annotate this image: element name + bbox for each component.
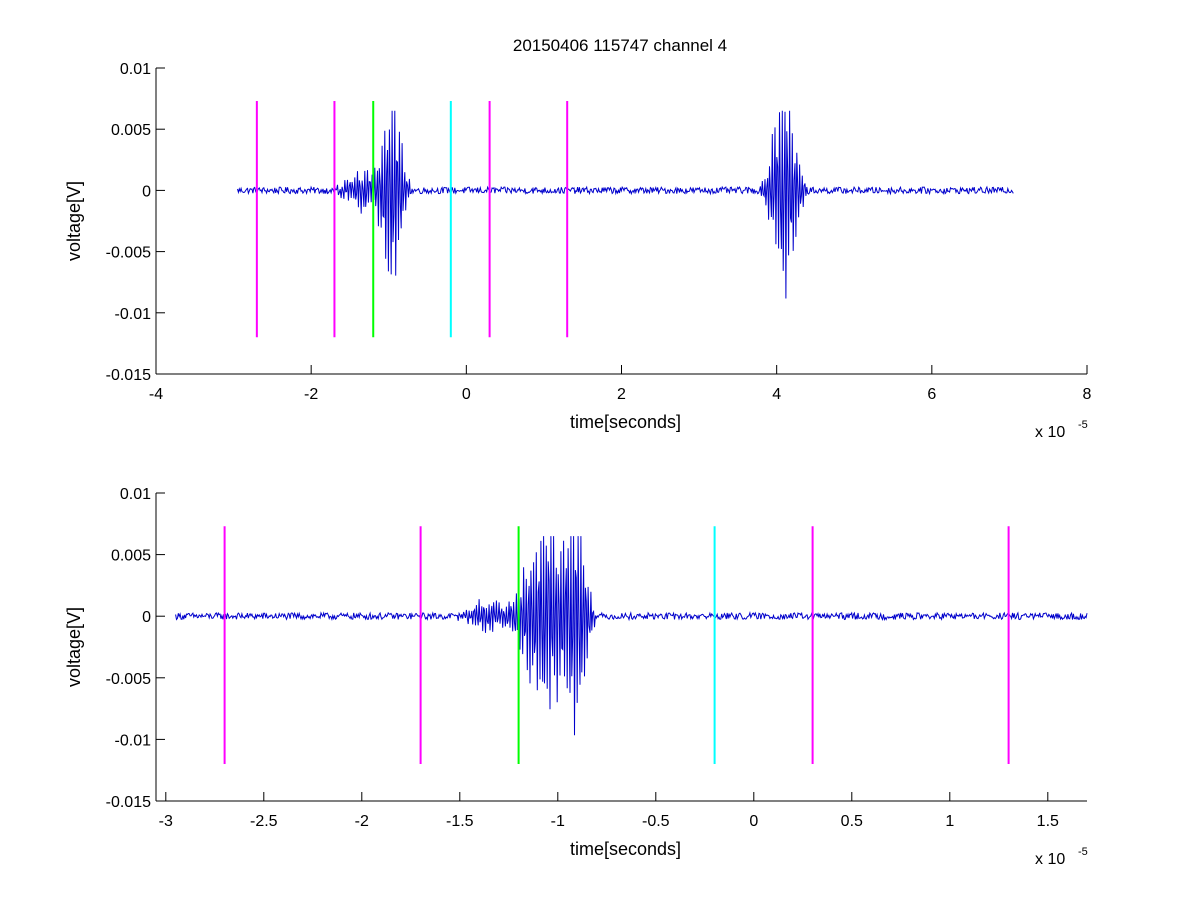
voltage-trace bbox=[237, 110, 1014, 299]
voltage-trace bbox=[175, 536, 1088, 736]
x-tick-label: -3 bbox=[159, 813, 173, 830]
y-tick-label: 0.005 bbox=[111, 548, 151, 565]
x-tick-label: 1.5 bbox=[1037, 813, 1059, 830]
y-tick-label: 0 bbox=[142, 183, 151, 200]
x-tick-label: 0 bbox=[462, 386, 471, 403]
y-tick-label: 0.01 bbox=[120, 486, 151, 503]
x-tick-label: -1.5 bbox=[446, 813, 474, 830]
y-tick-label: -0.005 bbox=[106, 671, 151, 688]
x-exponent-label: x 10 bbox=[1035, 851, 1065, 868]
y-axis-label: voltage[V] bbox=[64, 181, 84, 261]
x-tick-label: 1 bbox=[945, 813, 954, 830]
figure-title: 20150406 115747 channel 4 bbox=[513, 36, 727, 55]
y-tick-label: -0.015 bbox=[106, 794, 151, 811]
y-axis-label: voltage[V] bbox=[64, 607, 84, 687]
x-exponent-superscript: -5 bbox=[1078, 846, 1088, 858]
x-tick-label: -2.5 bbox=[250, 813, 278, 830]
bottom-subplot: -0.015 -0.01 -0.005 0 0.005 0.01 -3 -2.5 -2 -1.5 -… bbox=[64, 486, 1088, 868]
x-exponent-superscript: -5 bbox=[1078, 419, 1088, 431]
x-tick-label: -2 bbox=[304, 386, 318, 403]
y-tick-label: 0 bbox=[142, 609, 151, 626]
x-axis-label: time[seconds] bbox=[570, 412, 681, 432]
x-tick-label: -0.5 bbox=[642, 813, 670, 830]
y-tick-label: 0.01 bbox=[120, 61, 151, 78]
x-tick-label: -4 bbox=[149, 386, 163, 403]
y-tick-label: -0.005 bbox=[106, 245, 151, 262]
y-tick-label: -0.01 bbox=[115, 306, 152, 323]
x-tick-label: 0 bbox=[749, 813, 758, 830]
x-tick-label: 2 bbox=[617, 386, 626, 403]
x-tick-label: -2 bbox=[355, 813, 369, 830]
x-tick-label: -1 bbox=[551, 813, 565, 830]
x-tick-label: 6 bbox=[927, 386, 936, 403]
y-tick-label: -0.015 bbox=[106, 367, 151, 384]
x-axis-label: time[seconds] bbox=[570, 839, 681, 859]
x-tick-label: 4 bbox=[772, 386, 781, 403]
x-exponent-label: x 10 bbox=[1035, 424, 1065, 441]
y-tick-label: 0.005 bbox=[111, 122, 151, 139]
y-tick-label: -0.01 bbox=[115, 732, 152, 749]
x-tick-label: 8 bbox=[1083, 386, 1092, 403]
top-subplot: -0.015 -0.01 -0.005 0 0.005 0.01 -4 -2 0 2 4 6 8 time… bbox=[64, 61, 1092, 441]
x-tick-label: 0.5 bbox=[841, 813, 863, 830]
